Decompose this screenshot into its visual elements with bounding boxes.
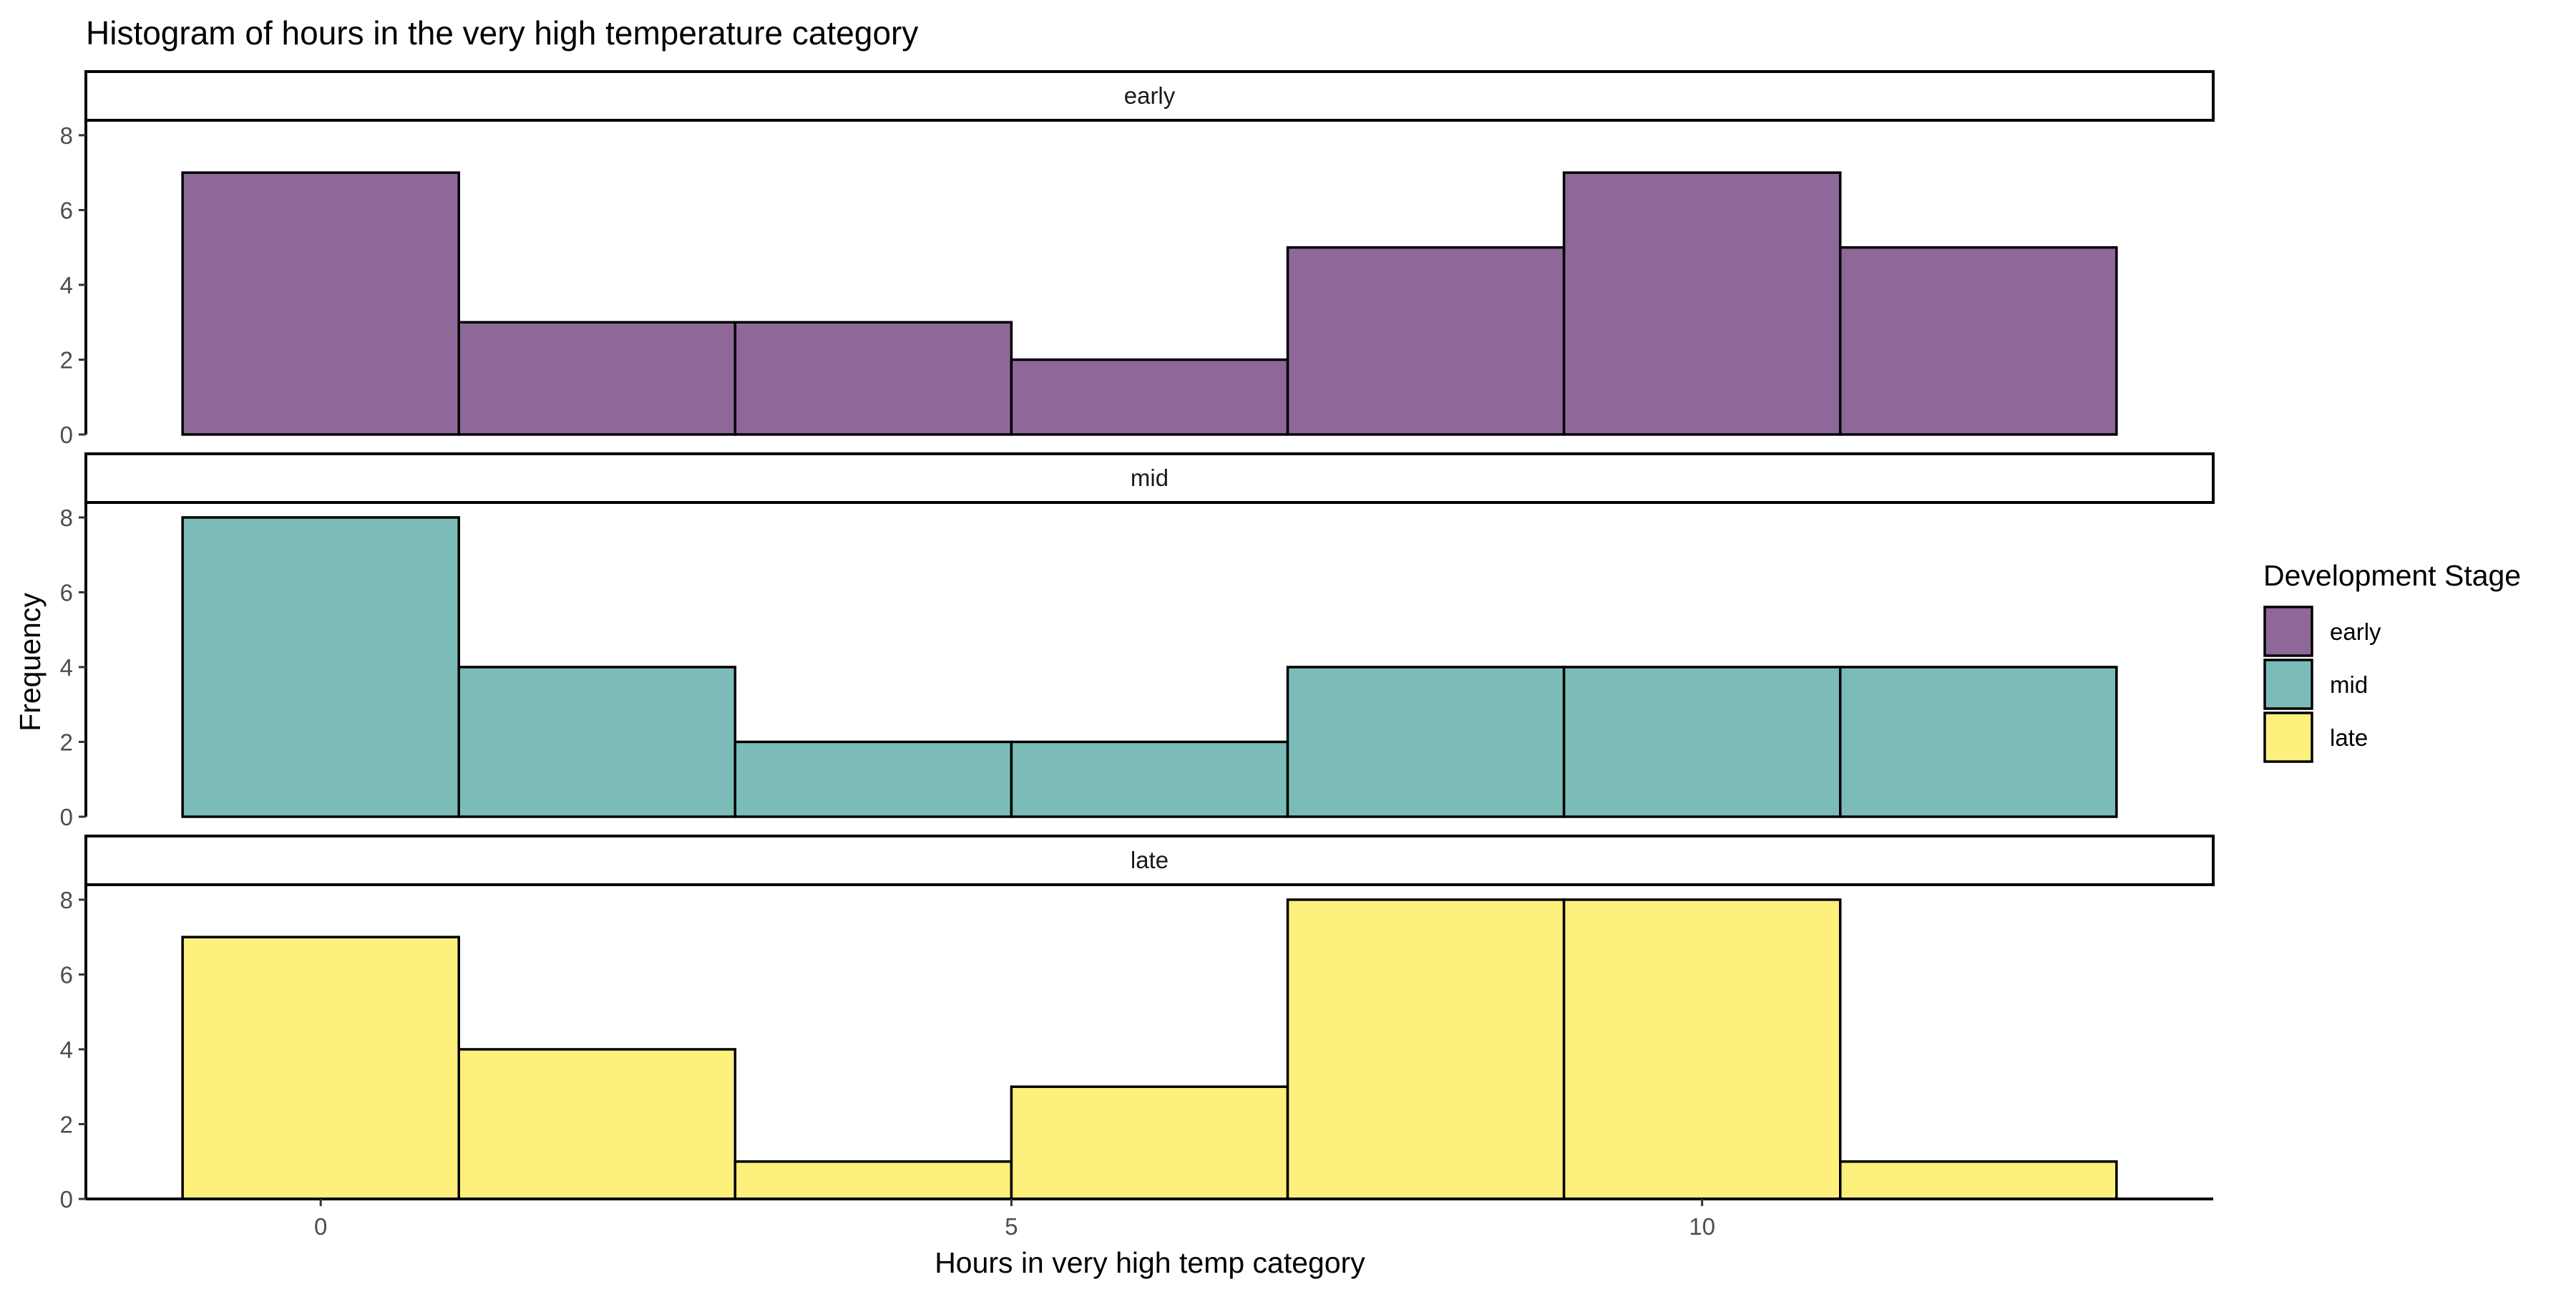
chart-title: Histogram of hours in the very high temp… bbox=[86, 14, 918, 52]
x-tick-label: 10 bbox=[1689, 1213, 1715, 1240]
y-tick-label-late: 4 bbox=[60, 1036, 73, 1063]
legend-key-mid bbox=[2263, 659, 2313, 710]
y-tick-label-mid: 0 bbox=[60, 804, 73, 830]
legend-label-mid: mid bbox=[2330, 671, 2368, 698]
histogram-bar-early bbox=[1286, 246, 1566, 436]
y-tick-label-mid: 6 bbox=[60, 579, 73, 606]
histogram-bar-late bbox=[1286, 898, 1566, 1200]
histogram-bar-late bbox=[1562, 898, 1842, 1200]
histogram-bar-late bbox=[457, 1048, 737, 1200]
y-tick-label-late: 0 bbox=[60, 1186, 73, 1213]
y-tick-label-late: 6 bbox=[60, 961, 73, 988]
facet-strip-label-early: early bbox=[1124, 82, 1176, 109]
facet-strip-late bbox=[84, 835, 2215, 886]
y-tick-label-early: 8 bbox=[60, 122, 73, 149]
x-tick-label: 0 bbox=[314, 1213, 327, 1240]
histogram-bar-mid bbox=[457, 666, 737, 818]
legend-key-early bbox=[2263, 606, 2313, 657]
y-tick-label-late: 8 bbox=[60, 887, 73, 913]
histogram-bar-early bbox=[1562, 171, 1842, 436]
y-tick-label-early: 6 bbox=[60, 197, 73, 223]
y-tick-label-late: 2 bbox=[60, 1111, 73, 1137]
histogram-bar-mid bbox=[1286, 666, 1566, 818]
histogram-bar-late bbox=[1839, 1160, 2118, 1200]
y-tick-label-mid: 8 bbox=[60, 505, 73, 531]
legend-label-early: early bbox=[2330, 618, 2381, 645]
histogram-bar-mid bbox=[733, 740, 1013, 818]
histogram-bar-mid bbox=[181, 516, 460, 818]
plot-layer: early 0 2 4 6 8 mid 0 2 4 6 8 late 0 2 4 6 8 0 5 10 early mid l… bbox=[60, 70, 2381, 1240]
facet-strip-label-mid: mid bbox=[1131, 465, 1169, 491]
legend-key-late bbox=[2263, 711, 2313, 763]
y-tick-label-early: 2 bbox=[60, 346, 73, 373]
y-tick-label-mid: 4 bbox=[60, 654, 73, 681]
facet-strip-early bbox=[84, 70, 2215, 122]
y-tick-label-mid: 2 bbox=[60, 729, 73, 755]
y-tick-label-early: 0 bbox=[60, 422, 73, 448]
histogram-bar-early bbox=[457, 321, 737, 436]
histogram-bar-late bbox=[733, 1160, 1013, 1200]
x-tick-label: 5 bbox=[1005, 1213, 1018, 1240]
facet-strip-label-late: late bbox=[1131, 847, 1169, 873]
histogram-bar-early bbox=[1010, 358, 1289, 436]
histogram-bar-mid bbox=[1010, 740, 1289, 818]
facet-strip-mid bbox=[84, 452, 2215, 504]
histogram-bar-early bbox=[181, 171, 460, 436]
legend-title: Development Stage bbox=[2263, 559, 2521, 592]
x-axis-label: Hours in very high temp category bbox=[935, 1246, 1365, 1279]
histogram-bar-mid bbox=[1562, 666, 1842, 818]
histogram-bar-early bbox=[1839, 246, 2118, 436]
y-axis-label: Frequency bbox=[14, 593, 47, 732]
histogram-bar-late bbox=[181, 936, 460, 1200]
y-tick-label-early: 4 bbox=[60, 272, 73, 298]
legend-label-late: late bbox=[2330, 724, 2368, 751]
histogram-bar-early bbox=[733, 321, 1013, 436]
histogram-bar-late bbox=[1010, 1085, 1289, 1200]
histogram-bar-mid bbox=[1839, 666, 2118, 818]
